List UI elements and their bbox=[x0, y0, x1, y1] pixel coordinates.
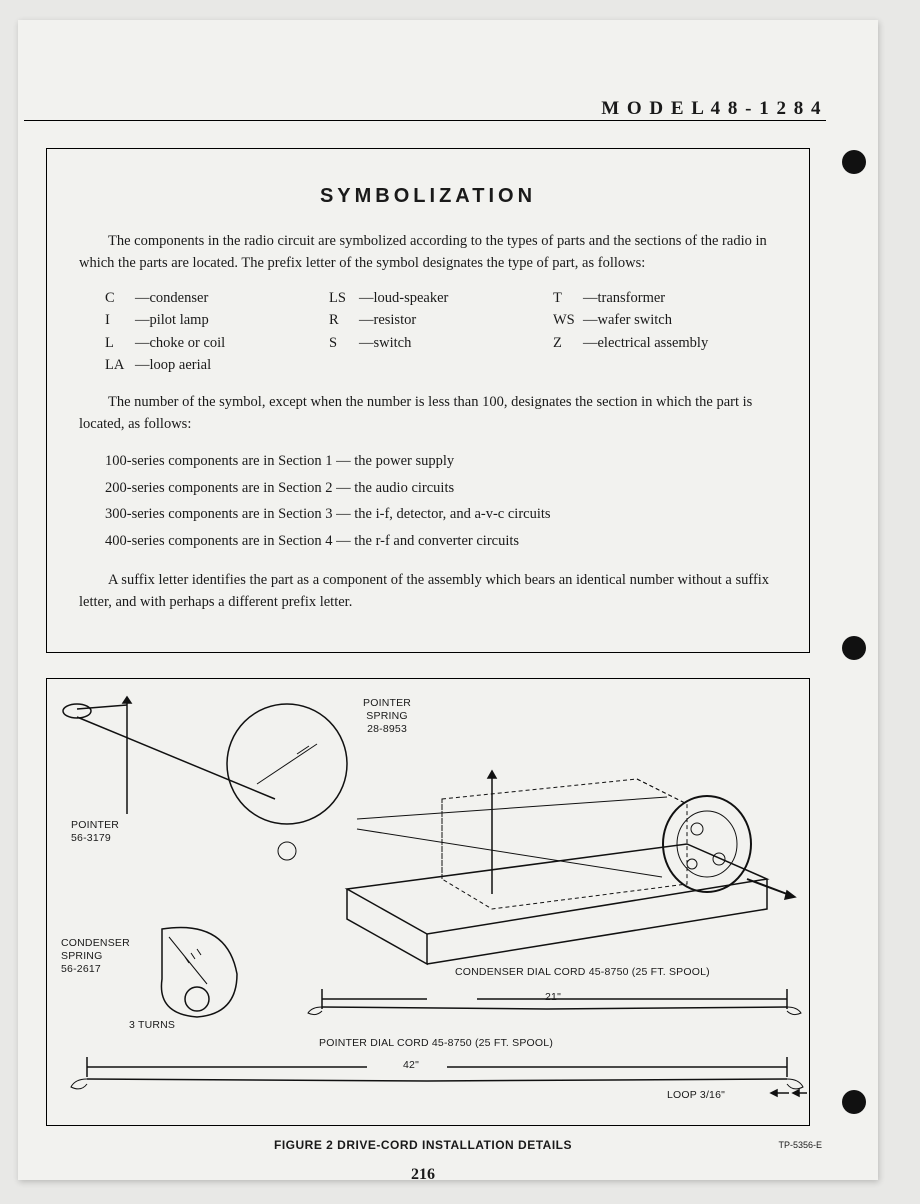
scanned-page: M O D E L 4 8 - 1 2 8 4 SYMBOLIZATION Th… bbox=[18, 20, 878, 1180]
prefix-code: L bbox=[105, 332, 135, 354]
label-condenser-spring: CONDENSERSPRING56-2617 bbox=[61, 937, 130, 976]
label-pointer-spring: POINTERSPRING28-8953 bbox=[363, 697, 411, 736]
prefix-code: WS bbox=[553, 309, 583, 331]
prefix-code: LS bbox=[329, 287, 359, 309]
section-title: SYMBOLIZATION bbox=[79, 185, 777, 208]
figure-caption: FIGURE 2 DRIVE-CORD INSTALLATION DETAILS bbox=[18, 1138, 828, 1152]
prefix-desc: —transformer bbox=[583, 290, 665, 306]
prefix-desc: —switch bbox=[359, 335, 411, 351]
prefix-desc: —loud-speaker bbox=[359, 290, 448, 306]
prefix-desc: —loop aerial bbox=[135, 357, 211, 373]
tp-code: TP-5356-E bbox=[778, 1140, 822, 1150]
series-list: 100-series components are in Section 1 —… bbox=[79, 448, 777, 555]
figure-panel: POINTERSPRING28-8953 POINTER56-3179 COND… bbox=[46, 678, 810, 1126]
label-pointer: POINTER56-3179 bbox=[71, 819, 119, 845]
prefix-code: S bbox=[329, 332, 359, 354]
symbolization-panel: SYMBOLIZATION The components in the radi… bbox=[46, 148, 810, 653]
label-len42: 42" bbox=[403, 1059, 419, 1072]
intro-paragraph: The components in the radio circuit are … bbox=[79, 230, 777, 275]
prefix-code: LA bbox=[105, 354, 135, 376]
label-condenser-cord: CONDENSER DIAL CORD 45-8750 (25 FT. SPOO… bbox=[455, 966, 710, 979]
prefix-desc: —electrical assembly bbox=[583, 335, 708, 351]
header-rule bbox=[24, 120, 826, 121]
prefix-code: I bbox=[105, 309, 135, 331]
drive-cord-diagram bbox=[47, 679, 811, 1127]
prefix-desc: —choke or coil bbox=[135, 335, 225, 351]
prefix-code: R bbox=[329, 309, 359, 331]
label-three-turns: 3 TURNS bbox=[129, 1019, 175, 1032]
label-len21: 21" bbox=[545, 991, 561, 1004]
prefix-code: C bbox=[105, 287, 135, 309]
series-item: 100-series components are in Section 1 —… bbox=[105, 448, 777, 475]
page-number: 216 bbox=[18, 1166, 828, 1184]
hole-punch-icon bbox=[842, 1090, 866, 1114]
model-title: M O D E L 4 8 - 1 2 8 4 bbox=[601, 98, 822, 120]
series-item: 200-series components are in Section 2 —… bbox=[105, 475, 777, 502]
label-pointer-cord: POINTER DIAL CORD 45-8750 (25 FT. SPOOL) bbox=[319, 1037, 553, 1050]
series-intro: The number of the symbol, except when th… bbox=[79, 391, 777, 436]
prefix-desc: —pilot lamp bbox=[135, 312, 209, 328]
prefix-desc: —wafer switch bbox=[583, 312, 672, 328]
prefix-table: C—condenser I—pilot lamp L—choke or coil… bbox=[79, 287, 777, 377]
hole-punch-icon bbox=[842, 636, 866, 660]
suffix-paragraph: A suffix letter identifies the part as a… bbox=[79, 569, 777, 614]
hole-punch-icon bbox=[842, 150, 866, 174]
series-item: 400-series components are in Section 4 —… bbox=[105, 528, 777, 555]
prefix-desc: —condenser bbox=[135, 290, 208, 306]
label-loop: LOOP 3/16" bbox=[667, 1089, 725, 1102]
series-item: 300-series components are in Section 3 —… bbox=[105, 501, 777, 528]
prefix-code: Z bbox=[553, 332, 583, 354]
prefix-code: T bbox=[553, 287, 583, 309]
prefix-desc: —resistor bbox=[359, 312, 416, 328]
